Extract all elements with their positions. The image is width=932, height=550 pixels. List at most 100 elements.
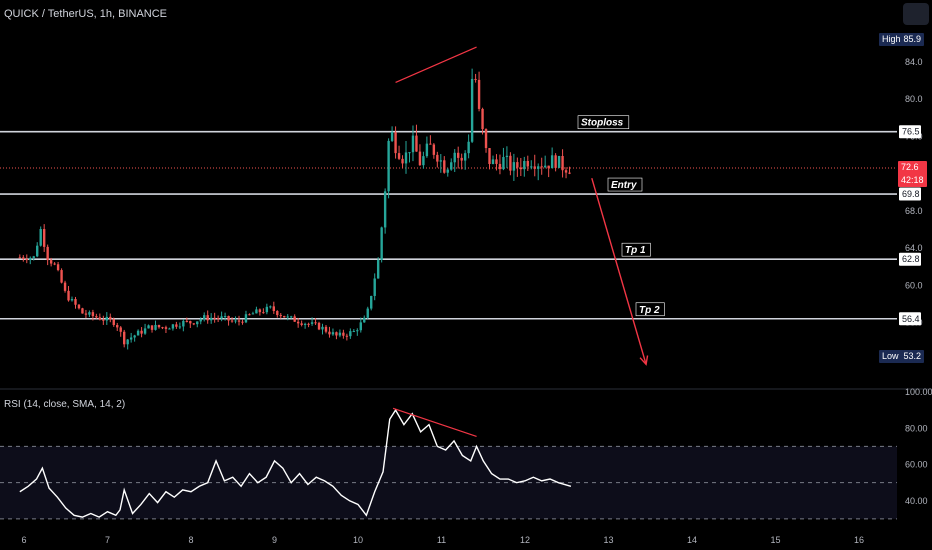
candle-body — [182, 320, 185, 327]
candle-body — [415, 135, 418, 152]
candle-body — [286, 316, 289, 318]
candle-body — [363, 317, 366, 323]
candle-body — [53, 263, 56, 265]
current-price-badge: 72.6 42:18 — [898, 161, 927, 187]
candle-body — [230, 320, 234, 322]
time-axis-tick: 15 — [770, 535, 780, 545]
candle-body — [516, 162, 519, 168]
candle-body — [88, 312, 91, 315]
candle-body — [436, 154, 439, 162]
candle-body — [255, 309, 258, 314]
candle-body — [349, 331, 352, 337]
candle-body — [310, 322, 314, 324]
candle-body — [498, 163, 502, 170]
candle-body — [481, 108, 484, 130]
settings-button[interactable] — [903, 3, 929, 25]
candle-body — [376, 259, 380, 279]
candle-body — [470, 78, 474, 142]
candle-body — [223, 315, 227, 317]
candle-body — [512, 162, 516, 171]
candle-body — [248, 314, 251, 316]
candle-body — [84, 313, 88, 315]
candle-body — [91, 312, 95, 317]
candle-body — [338, 332, 342, 336]
time-axis-tick: 12 — [520, 535, 530, 545]
candle-body — [352, 331, 356, 333]
candle-body — [185, 320, 189, 322]
candle-body — [168, 328, 171, 330]
candle-body — [189, 321, 192, 324]
candle-body — [307, 323, 310, 325]
candle-body — [477, 79, 481, 109]
candle-body — [192, 323, 195, 325]
candle-body — [119, 327, 122, 332]
candle-body — [404, 152, 408, 164]
candle-body — [109, 316, 112, 320]
current-price: 72.6 — [901, 162, 919, 172]
price-axis-tick: 64.0 — [905, 243, 923, 253]
candle-body — [533, 166, 536, 169]
candle-body — [150, 325, 154, 330]
candle-body — [283, 315, 286, 318]
rsi-trend-line — [392, 407, 477, 437]
candle-body — [29, 257, 32, 261]
candle-body — [550, 155, 554, 169]
candle-body — [46, 246, 49, 261]
candle-body — [129, 337, 133, 340]
candle-body — [526, 160, 529, 167]
low-value: 53.2 — [903, 351, 922, 361]
candle-body — [276, 310, 279, 316]
candle-body — [178, 326, 182, 328]
rsi-axis-tick: 80.00 — [905, 423, 928, 433]
candle-body — [220, 316, 223, 319]
candle-body — [411, 135, 415, 153]
time-axis-tick: 6 — [21, 535, 26, 545]
time-axis-tick: 7 — [105, 535, 110, 545]
candle-body — [136, 330, 140, 336]
candle-body — [98, 317, 102, 320]
candle-body — [557, 156, 561, 168]
candle-body — [380, 227, 383, 260]
candle-body — [95, 316, 98, 318]
candle-body — [60, 270, 63, 283]
price-axis-tick: 80.0 — [905, 94, 923, 104]
candle-body — [554, 155, 557, 168]
candle-body — [258, 309, 262, 313]
level-value: 69.8 — [902, 189, 920, 199]
candle-body — [77, 304, 81, 309]
candle-body — [373, 278, 376, 296]
rsi-line — [19, 408, 572, 518]
candle-body — [324, 326, 328, 332]
candle-body — [394, 132, 397, 154]
candle-body — [397, 153, 401, 159]
price-axis-tick: 84.0 — [905, 57, 923, 67]
candle-body — [105, 316, 109, 321]
time-axis-tick: 10 — [353, 535, 363, 545]
candle-body — [49, 260, 53, 264]
candle-body — [265, 306, 269, 313]
candle-body — [519, 167, 523, 170]
candle-body — [244, 314, 248, 323]
candle-body — [272, 306, 276, 311]
candle-body — [342, 332, 345, 336]
candle-body — [495, 159, 498, 164]
candle-body — [70, 299, 74, 301]
candle-body — [425, 143, 429, 157]
candle-body — [74, 299, 77, 305]
candle-body — [112, 319, 115, 325]
candle-body — [116, 324, 119, 328]
candle-body — [540, 166, 543, 168]
level-value: 56.4 — [902, 314, 920, 324]
candle-body — [356, 330, 359, 332]
level-label: Tp 1 — [625, 245, 646, 256]
candle-body — [383, 191, 387, 228]
candle-body — [262, 312, 265, 314]
level-value-badge — [899, 312, 921, 326]
candle-body — [443, 160, 446, 173]
candle-body — [279, 315, 282, 317]
high-badge: High 85.9 — [879, 33, 925, 46]
candle-body — [269, 306, 272, 308]
candle-body — [429, 143, 432, 145]
candle-body — [418, 151, 422, 166]
